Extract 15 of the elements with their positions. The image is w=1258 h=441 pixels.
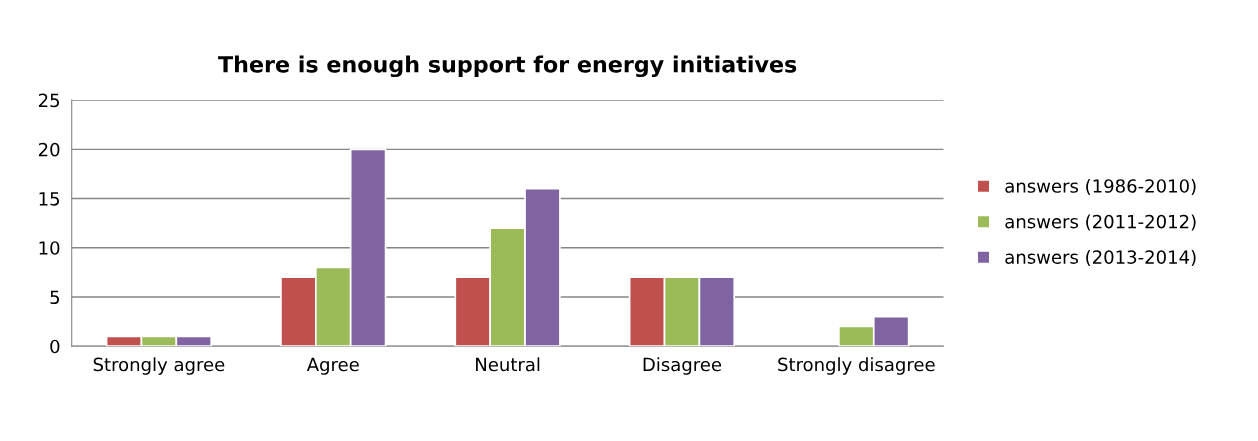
x-tick-label: Strongly disagree (778, 357, 935, 375)
y-tick-label: 25 (38, 93, 60, 108)
y-tick-label: 0 (50, 339, 60, 354)
x-tick-label: Neutral (476, 357, 540, 372)
legend-label: answers (1986-2010) (1005, 178, 1196, 195)
chart-title: There is enough support for energy initiatives (218, 55, 797, 78)
x-tick-label: Agree (306, 357, 359, 375)
legend-label: answers (2011-2012) (1005, 214, 1196, 231)
x-tick-label: Strongly agree (93, 357, 225, 375)
x-tick-label: Disagree (643, 357, 722, 375)
y-tick-label: 10 (39, 241, 60, 255)
y-tick-label: 15 (39, 192, 60, 206)
y-tick-label: 5 (50, 290, 60, 305)
y-tick-label: 20 (38, 142, 60, 157)
legend-label: answers (2013-2014) (1005, 249, 1196, 267)
